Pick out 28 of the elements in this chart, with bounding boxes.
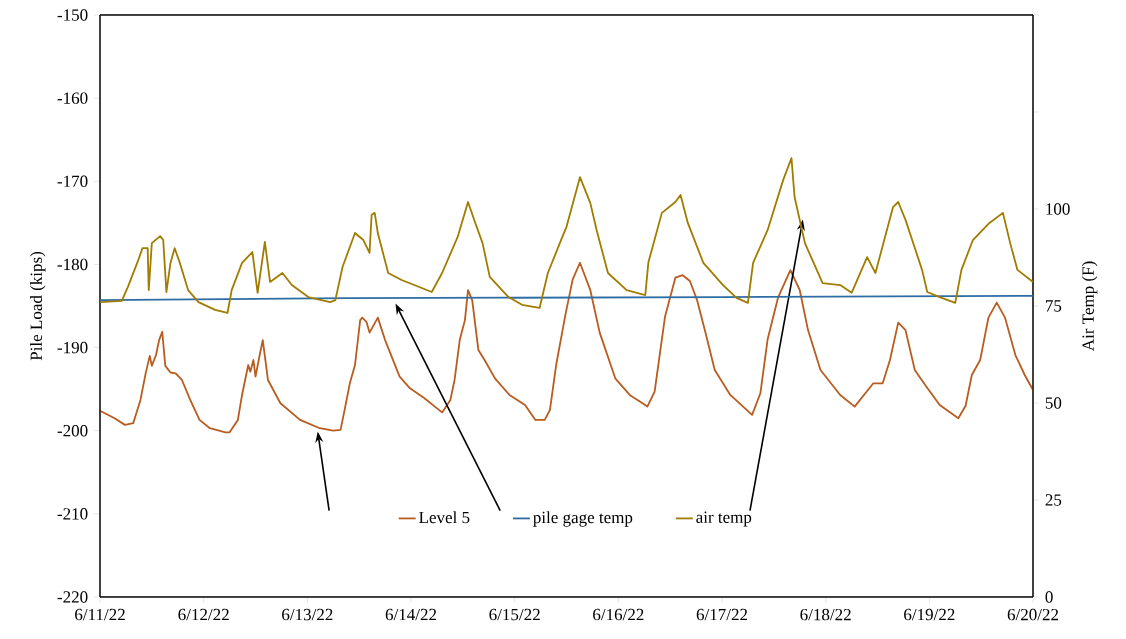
x-tick-label: 6/18/22 — [800, 608, 851, 621]
legend-label: pile gage temp — [533, 511, 633, 527]
y2-tick-label: 75 — [1045, 300, 1062, 312]
y-tick-label: -180 — [57, 258, 88, 271]
y2-tick-label: 50 — [1045, 397, 1062, 409]
y-axis-title: Pile Load (kips) — [30, 251, 46, 361]
y-tick-label: -160 — [57, 92, 88, 104]
x-tick-label: 6/16/22 — [593, 608, 644, 621]
y-tick-label: -200 — [57, 424, 88, 437]
y2-axis-title: Air Temp (F) — [1081, 261, 1098, 352]
x-tick-label: 6/20/22 — [1007, 608, 1059, 621]
x-tick-label: 6/12/22 — [178, 608, 229, 621]
x-tick-label: 6/13/22 — [282, 608, 333, 621]
legend-label: Level 5 — [419, 511, 470, 524]
x-tick-label: 6/11/22 — [75, 608, 125, 621]
y-tick-label: -210 — [57, 508, 88, 520]
y-tick-label: -190 — [57, 341, 88, 354]
x-tick-label: 6/14/22 — [385, 608, 437, 621]
legend-label: air temp — [696, 511, 752, 527]
y-tick-label: -150 — [57, 9, 88, 21]
x-tick-label: 6/17/22 — [696, 608, 748, 621]
x-tick-label: 6/19/22 — [904, 608, 955, 621]
y-tick-label: -170 — [57, 175, 88, 188]
y2-tick-label: 100 — [1046, 203, 1070, 215]
y2-tick-label: 25 — [1045, 494, 1062, 506]
y2-tick-label: 0 — [1045, 591, 1053, 603]
y-tick-label: -220 — [57, 591, 88, 603]
x-tick-label: 6/15/22 — [489, 608, 540, 621]
